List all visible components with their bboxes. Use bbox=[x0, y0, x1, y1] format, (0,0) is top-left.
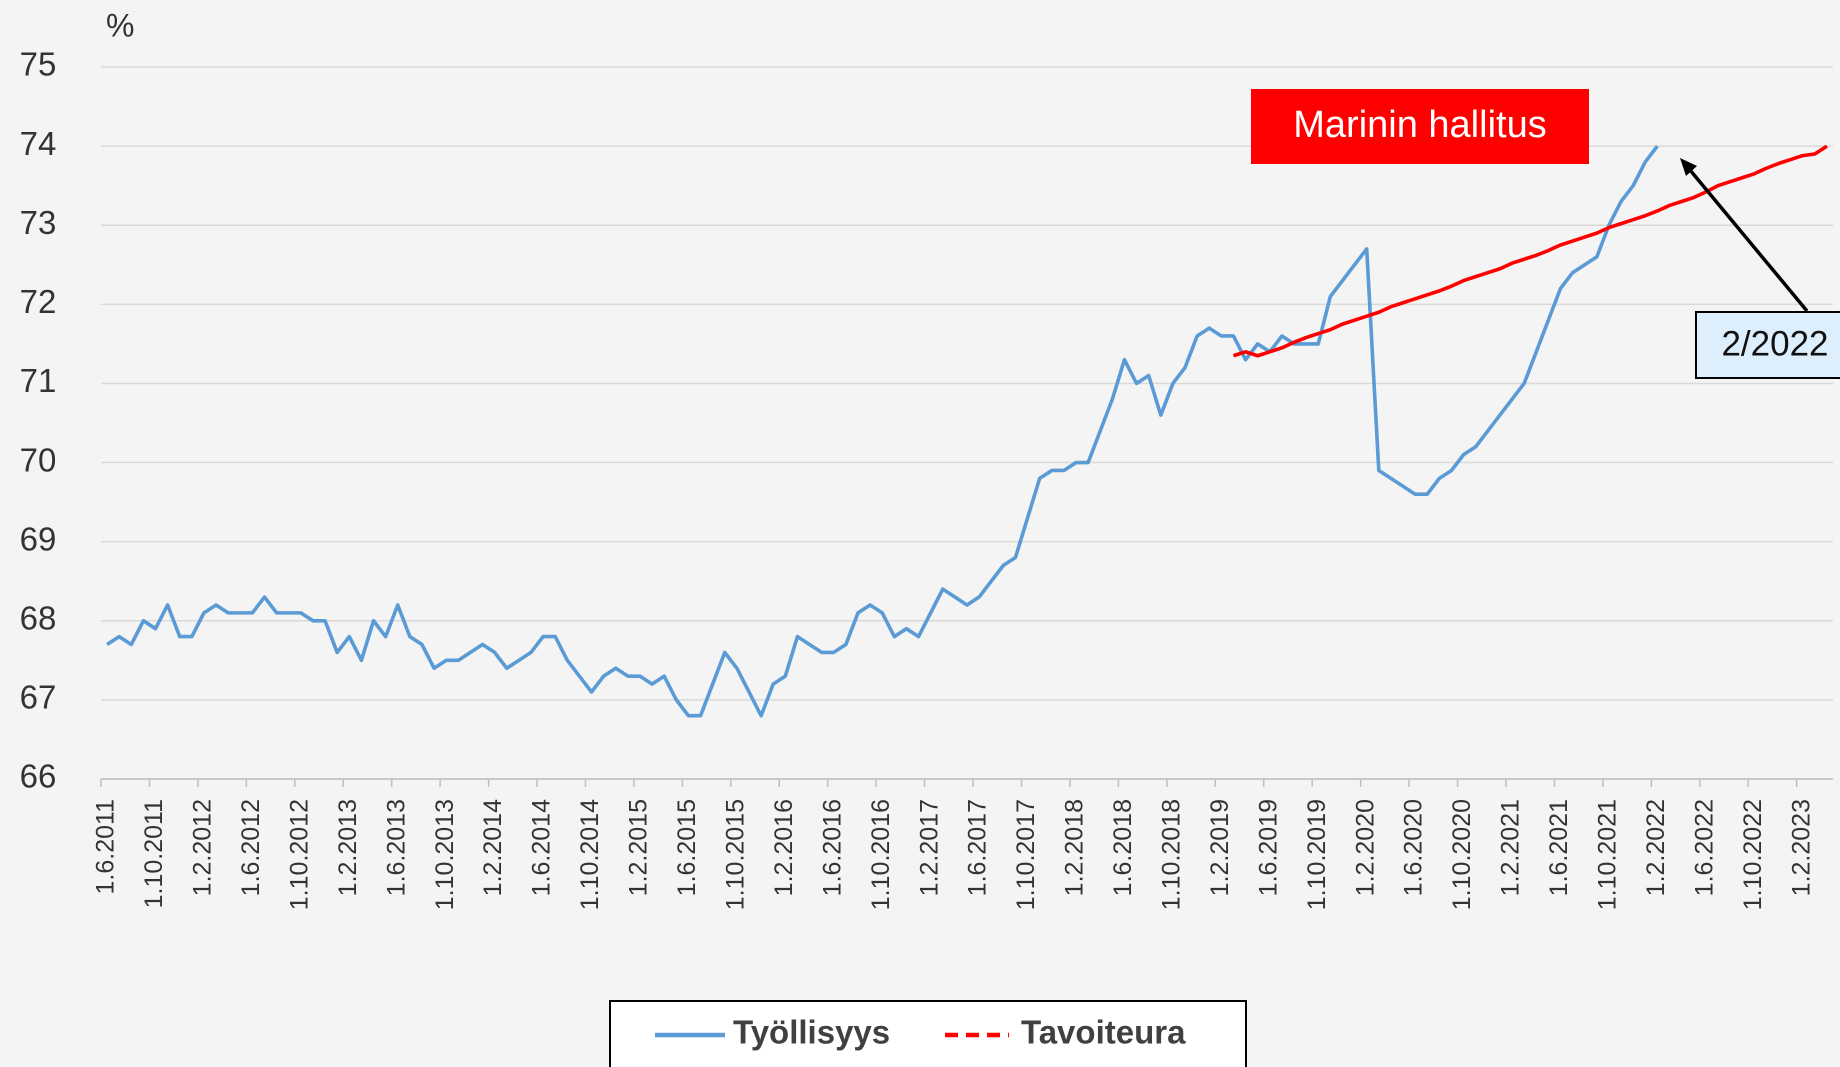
x-tick-label: 1.10.2012 bbox=[285, 799, 313, 910]
series-line bbox=[1232, 144, 1828, 358]
annotation: Marinin hallitus bbox=[1293, 104, 1546, 146]
x-tick-label: 1.10.2016 bbox=[867, 799, 895, 910]
y-tick-label: 69 bbox=[20, 520, 57, 557]
x-tick-label: 1.6.2011 bbox=[92, 799, 120, 894]
x-tick-label: 1.2.2019 bbox=[1206, 799, 1234, 896]
x-tick-label: 1.6.2013 bbox=[382, 799, 410, 896]
y-tick-label: 74 bbox=[20, 125, 57, 162]
annotation-arrow bbox=[1688, 168, 1809, 313]
x-tick-label: 1.2.2020 bbox=[1351, 799, 1379, 896]
x-tick-label: 1.6.2019 bbox=[1254, 799, 1282, 896]
series-line bbox=[106, 145, 1659, 718]
y-tick-label: 70 bbox=[20, 441, 57, 478]
x-tick-label: 1.6.2017 bbox=[964, 799, 992, 896]
x-tick-label: 1.6.2018 bbox=[1109, 799, 1137, 896]
x-tick-label: 1.10.2020 bbox=[1448, 799, 1476, 910]
y-tick-label: 71 bbox=[20, 362, 57, 399]
y-tick-label: 72 bbox=[20, 283, 57, 320]
x-tick-label: 1.2.2013 bbox=[334, 799, 362, 896]
x-tick-label: 1.6.2016 bbox=[818, 799, 846, 896]
x-tick-label: 1.2.2021 bbox=[1497, 799, 1525, 896]
x-tick-label: 1.6.2015 bbox=[673, 799, 701, 896]
annotation-box bbox=[1251, 89, 1589, 164]
x-tick-label: 1.10.2022 bbox=[1739, 799, 1767, 910]
x-tick-label: 1.6.2022 bbox=[1690, 799, 1718, 896]
x-tick-label: 1.10.2017 bbox=[1012, 799, 1040, 910]
x-tick-label: 1.2.2022 bbox=[1642, 799, 1670, 896]
legend-label: Työllisyys bbox=[733, 1014, 890, 1051]
y-axis-unit: % bbox=[106, 7, 134, 43]
x-tick-label: 1.10.2015 bbox=[721, 799, 749, 910]
x-tick-label: 1.6.2020 bbox=[1400, 799, 1428, 896]
x-tick-label: 1.10.2019 bbox=[1303, 799, 1331, 910]
legend-label: Tavoiteura bbox=[1021, 1014, 1186, 1051]
annotation-box bbox=[1695, 311, 1840, 379]
x-tick-label: 1.10.2018 bbox=[1158, 799, 1186, 910]
y-tick-label: 73 bbox=[20, 204, 57, 241]
x-tick-label: 1.2.2023 bbox=[1787, 799, 1815, 896]
x-tick-label: 1.2.2012 bbox=[189, 799, 217, 896]
x-tick-label: 1.10.2013 bbox=[431, 799, 459, 910]
x-tick-label: 1.6.2014 bbox=[528, 799, 556, 896]
y-tick-label: 68 bbox=[20, 599, 57, 636]
x-tick-label: 1.2.2015 bbox=[625, 799, 653, 896]
y-tick-label: 66 bbox=[20, 758, 57, 795]
x-tick-label: 1.2.2017 bbox=[915, 799, 943, 896]
x-tick-label: 1.2.2018 bbox=[1061, 799, 1089, 896]
x-tick-label: 1.10.2021 bbox=[1594, 799, 1622, 910]
annotation: 2/2022 bbox=[1721, 324, 1828, 363]
x-tick-label: 1.10.2014 bbox=[576, 799, 604, 910]
x-tick-label: 1.6.2021 bbox=[1545, 799, 1573, 896]
y-tick-label: 67 bbox=[20, 679, 57, 716]
y-tick-label: 75 bbox=[20, 46, 57, 83]
x-tick-label: 1.6.2012 bbox=[237, 799, 265, 896]
x-tick-label: 1.10.2011 bbox=[140, 799, 168, 908]
x-tick-label: 1.2.2014 bbox=[479, 799, 507, 896]
arrow-head bbox=[1680, 158, 1697, 176]
x-tick-label: 1.2.2016 bbox=[770, 799, 798, 896]
